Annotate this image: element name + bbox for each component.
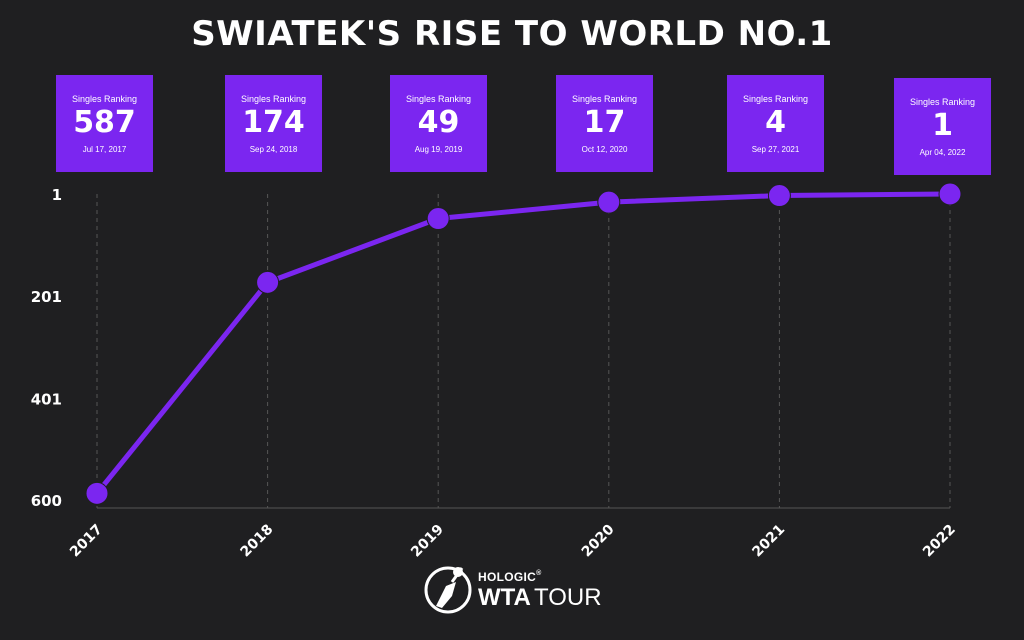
y-tick-label: 600 [31,492,62,510]
x-axis: 2017 2018 2019 2020 2021 2022 [67,521,959,560]
x-tick-label: 2018 [238,522,277,561]
data-point-2021 [767,184,791,208]
ranking-card: Singles Ranking 587 Jul 17, 2017 [56,75,153,172]
hologic-brand: HOLOGIC [478,570,537,584]
ranking-card-date: Apr 04, 2022 [919,148,966,157]
ranking-card-date: Jul 17, 2017 [82,145,127,154]
ranking-card-label: Singles Ranking [742,94,809,104]
ranking-card-label: Singles Ranking [240,94,307,104]
ranking-card-date: Aug 19, 2019 [414,145,463,154]
ranking-card-value: 587 [73,105,136,140]
wta-text: WTA [478,584,531,611]
ranking-card: Singles Ranking 174 Sep 24, 2018 [225,75,322,172]
y-tick-label: 1 [52,186,62,204]
data-point-2018 [256,270,280,294]
ranking-card-value: 1 [932,108,953,143]
trademark-symbol: ® [536,570,542,577]
ranking-card-value: 174 [242,105,305,140]
ranking-card-date: Sep 24, 2018 [249,145,298,154]
ranking-card: Singles Ranking 49 Aug 19, 2019 [390,75,487,172]
ranking-card-label: Singles Ranking [909,97,976,107]
ranking-card-value: 49 [417,105,460,140]
ranking-card: Singles Ranking 17 Oct 12, 2020 [556,75,653,172]
data-point-2020 [597,190,621,214]
ranking-card-date: Oct 12, 2020 [581,145,628,154]
ranking-card-value: 4 [765,105,786,140]
x-tick-label: 2020 [579,521,618,560]
y-tick-label: 401 [31,390,62,408]
tour-text: TOUR [534,584,602,611]
x-tick-label: 2022 [920,522,959,561]
ranking-card-label: Singles Ranking [71,94,138,104]
ranking-card: Singles Ranking 1 Apr 04, 2022 [894,78,991,175]
ranking-card-label: Singles Ranking [405,94,472,104]
tennis-player-icon [424,566,472,614]
ranking-card-value: 17 [583,105,626,140]
data-point-2017 [85,481,109,505]
ranking-line [95,191,951,495]
data-point-2019 [426,207,450,231]
y-axis: 1 201 401 600 [31,186,62,510]
x-tick-label: 2017 [67,522,106,561]
ranking-card-date: Sep 27, 2021 [751,145,800,154]
chart-title: SWIATEK'S RISE TO WORLD NO.1 [191,14,833,54]
y-tick-label: 201 [31,288,62,306]
x-tick-label: 2021 [749,522,788,561]
grid-lines [96,194,951,509]
ranking-card: Singles Ranking 4 Sep 27, 2021 [727,75,824,172]
ranking-card-label: Singles Ranking [571,94,638,104]
wta-tour-logo: HOLOGIC® WTA TOUR [422,562,612,622]
x-tick-label: 2019 [408,522,447,561]
data-point-2022 [938,182,962,206]
hologic-text: HOLOGIC® [478,570,542,584]
ranking-series [85,182,962,505]
